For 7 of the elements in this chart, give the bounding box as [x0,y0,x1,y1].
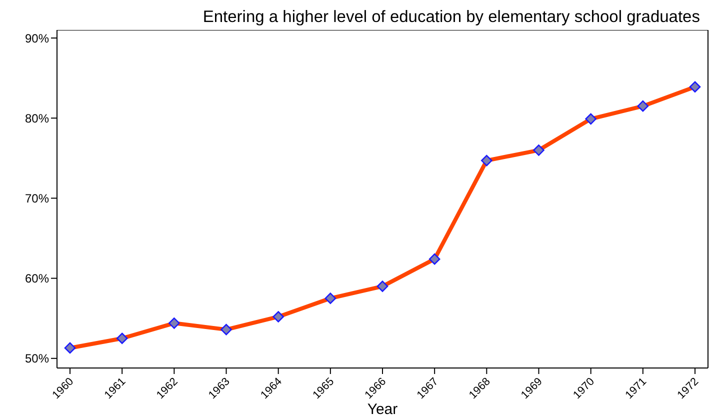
y-tick-label: 90% [24,31,50,46]
y-tick-label: 70% [24,191,50,206]
y-tick-label: 50% [24,352,50,366]
chart-title: Entering a higher level of education by elementary school graduates [202,8,701,28]
y-tick-label: 80% [24,111,50,126]
y-tick-label: 60% [24,272,50,286]
x-axis-title: Year [367,401,398,418]
